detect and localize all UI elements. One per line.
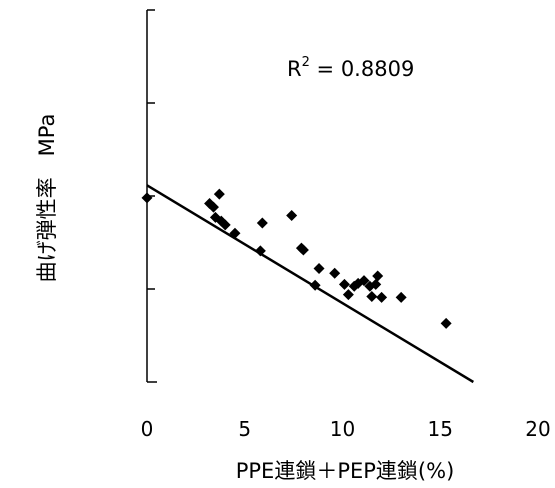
data-point bbox=[395, 291, 407, 303]
data-point bbox=[207, 201, 219, 213]
x-tick-label: 5 bbox=[238, 417, 251, 441]
data-point bbox=[297, 244, 309, 256]
data-point bbox=[141, 192, 153, 204]
data-point bbox=[338, 278, 350, 290]
data-point bbox=[229, 227, 241, 239]
x-axis-tick-labels: 0 5 10 15 20 bbox=[141, 417, 551, 441]
r-squared-value: = 0.8809 bbox=[310, 57, 414, 81]
x-tick-label: 20 bbox=[525, 417, 550, 441]
data-point bbox=[219, 219, 231, 231]
data-point bbox=[370, 278, 382, 290]
r-squared-annotation: R2 = 0.8809 bbox=[287, 55, 414, 81]
x-tick-label: 10 bbox=[330, 417, 355, 441]
r-squared-label: R bbox=[287, 57, 302, 81]
data-point bbox=[342, 289, 354, 301]
r-squared-superscript: 2 bbox=[302, 55, 310, 70]
data-point bbox=[329, 267, 341, 279]
data-points bbox=[141, 188, 452, 329]
data-point bbox=[286, 210, 298, 222]
data-point bbox=[440, 317, 452, 329]
data-point bbox=[376, 291, 388, 303]
data-point bbox=[372, 270, 384, 282]
y-axis-ticks bbox=[147, 9, 155, 290]
y-axis-title: 曲げ弾性率 MPa bbox=[35, 114, 59, 283]
x-tick-label: 15 bbox=[428, 417, 453, 441]
data-point bbox=[213, 188, 225, 200]
trendline bbox=[146, 184, 474, 384]
x-axis-title: PPE連鎖＋PEP連鎖(%) bbox=[236, 459, 455, 483]
data-point bbox=[358, 275, 370, 287]
data-point bbox=[309, 279, 321, 291]
data-point bbox=[256, 217, 268, 229]
data-point bbox=[254, 245, 266, 257]
data-point bbox=[366, 290, 378, 302]
data-point bbox=[313, 263, 325, 275]
x-tick-label: 0 bbox=[141, 417, 154, 441]
